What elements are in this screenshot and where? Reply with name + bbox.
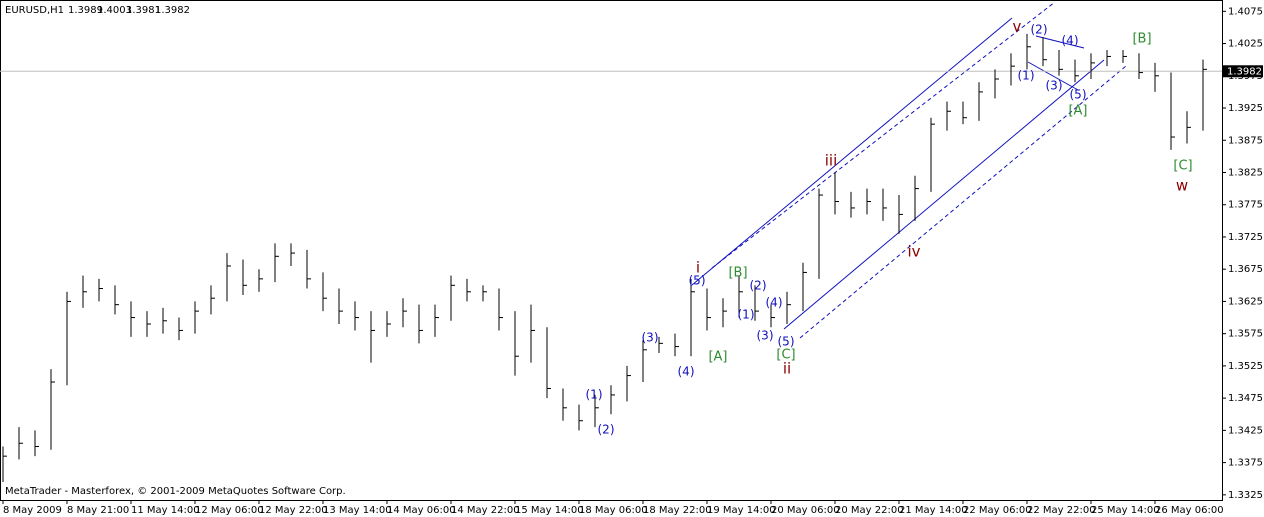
y-tick-label: 1.3825 [1228,167,1263,178]
x-tick-label: 22 May 06:00 [963,505,1032,516]
header-high: 1.4003 [97,5,132,16]
y-tick-label: 1.3325 [1228,490,1263,501]
header-symbol: EURUSD,H1 [5,5,64,16]
y-tick-label: 1.3375 [1228,458,1263,469]
x-tick-label: 13 May 14:00 [323,505,392,516]
channel-line [691,17,1013,286]
x-tick-label: 21 May 14:00 [899,505,968,516]
footer: MetaTrader - Masterforex, © 2001-2009 Me… [5,486,346,497]
y-tick-label: 1.3775 [1228,200,1263,211]
x-tick-label: 18 May 22:00 [643,505,712,516]
wave-label: (2) [750,279,767,293]
wave-label: (5) [778,335,795,349]
annotations: (1) (2) (3) (4) (5) [A] [B] (1) (2) (3) … [586,18,1193,437]
wave-label: (4) [678,365,695,379]
y-tick-label: 1.3525 [1228,361,1263,372]
wave-label: v [1013,18,1022,36]
channel-line [1035,35,1085,49]
wave-label: (2) [1031,23,1048,37]
channel-line [1027,61,1079,91]
current-price-box [1223,65,1263,78]
x-tick-label: 25 May 14:00 [1091,505,1160,516]
wave-label: ii [783,360,791,378]
x-tick-label: 22 May 22:00 [1027,505,1096,516]
channel [691,1,1127,339]
header-low: 1.3981 [126,5,161,16]
x-tick-label: 8 May 2009 [3,505,62,516]
y-tick-label: 1.3575 [1228,329,1263,340]
wave-label: (3) [1046,79,1063,93]
wave-label: (5) [689,274,706,288]
x-tick-label: 15 May 14:00 [515,505,584,516]
x-tick-label: 26 May 06:00 [1155,505,1224,516]
x-tick-label: 14 May 22:00 [451,505,520,516]
wave-label: (4) [766,296,783,310]
channel-line [783,59,1105,330]
x-tick-label: 12 May 06:00 [195,505,264,516]
wave-label: iii [825,152,838,170]
wave-label: [C] [776,348,795,363]
wave-label: [A] [1068,104,1087,119]
y-tick-label: 1.4025 [1228,39,1263,50]
plot-frame [0,0,1223,501]
wave-label: (2) [598,423,615,437]
x-tick-label: 12 May 22:00 [259,505,328,516]
wave-label: (3) [757,329,774,343]
wave-label: [A] [708,350,727,365]
wave-label: iv [907,243,920,261]
header-close: 1.3982 [155,5,190,16]
y-tick-label: 1.3725 [1228,232,1263,243]
wave-label: (1) [738,308,755,322]
wave-label: (3) [642,331,659,345]
current-price-label: 1.3982 [1227,66,1262,77]
channel-line [711,1,1056,269]
wave-label: (1) [1018,69,1035,83]
x-tick-label: 14 May 06:00 [387,505,456,516]
wave-label: [B] [728,266,747,281]
wave-label: (4) [1062,34,1079,48]
x-tick-label: 11 May 14:00 [131,505,200,516]
x-tick-label: 20 May 22:00 [835,505,904,516]
wave-label: [C] [1173,159,1192,174]
wave-label: [B] [1132,32,1151,47]
x-tick-label: 18 May 06:00 [579,505,648,516]
wave-label: (5) [1070,88,1087,102]
channel-line [799,65,1127,339]
y-tick-label: 1.3425 [1228,425,1263,436]
wave-label: (1) [586,388,603,402]
y-tick-label: 1.3875 [1228,135,1263,146]
x-tick-label: 20 May 06:00 [771,505,840,516]
y-tick-label: 1.3475 [1228,393,1263,404]
x-tick-label: 8 May 21:00 [67,505,129,516]
y-tick-label: 1.3675 [1228,264,1263,275]
y-tick-label: 1.3625 [1228,296,1263,307]
header-open: 1.3989 [68,5,103,16]
wave-label: i [696,259,700,277]
y-tick-label: 1.3925 [1228,103,1263,114]
x-tick-label: 19 May 14:00 [707,505,776,516]
y-tick-label: 1.4075 [1228,6,1263,17]
wave-label: w [1176,177,1188,195]
